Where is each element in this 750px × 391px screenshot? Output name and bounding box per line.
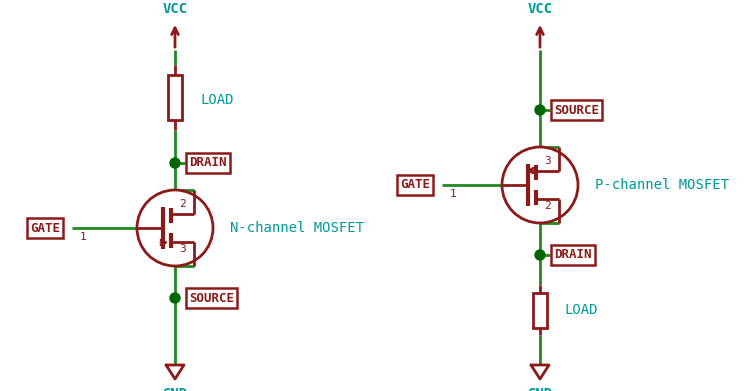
- Circle shape: [535, 250, 545, 260]
- Text: VCC: VCC: [163, 2, 188, 16]
- Bar: [533, 292, 547, 328]
- Text: P-channel MOSFET: P-channel MOSFET: [595, 178, 729, 192]
- Text: GND: GND: [527, 387, 553, 391]
- Text: LOAD: LOAD: [200, 93, 233, 107]
- Text: LOAD: LOAD: [565, 303, 598, 317]
- Text: VCC: VCC: [527, 2, 553, 16]
- Text: 1: 1: [80, 232, 87, 242]
- Text: SOURCE: SOURCE: [189, 292, 234, 305]
- Circle shape: [137, 190, 213, 266]
- Bar: [168, 75, 182, 120]
- Text: DRAIN: DRAIN: [189, 156, 226, 170]
- Text: GND: GND: [163, 387, 188, 391]
- Text: 3: 3: [179, 244, 186, 253]
- Circle shape: [502, 147, 578, 223]
- Text: 2: 2: [179, 199, 186, 209]
- Circle shape: [170, 293, 180, 303]
- Text: GATE: GATE: [30, 221, 60, 235]
- Text: 1: 1: [450, 189, 457, 199]
- Circle shape: [170, 158, 180, 168]
- Text: 3: 3: [544, 156, 550, 166]
- Text: DRAIN: DRAIN: [554, 249, 592, 262]
- Text: N-channel MOSFET: N-channel MOSFET: [230, 221, 364, 235]
- Text: SOURCE: SOURCE: [554, 104, 599, 117]
- Text: 2: 2: [544, 201, 550, 211]
- Circle shape: [535, 105, 545, 115]
- Text: GATE: GATE: [400, 179, 430, 192]
